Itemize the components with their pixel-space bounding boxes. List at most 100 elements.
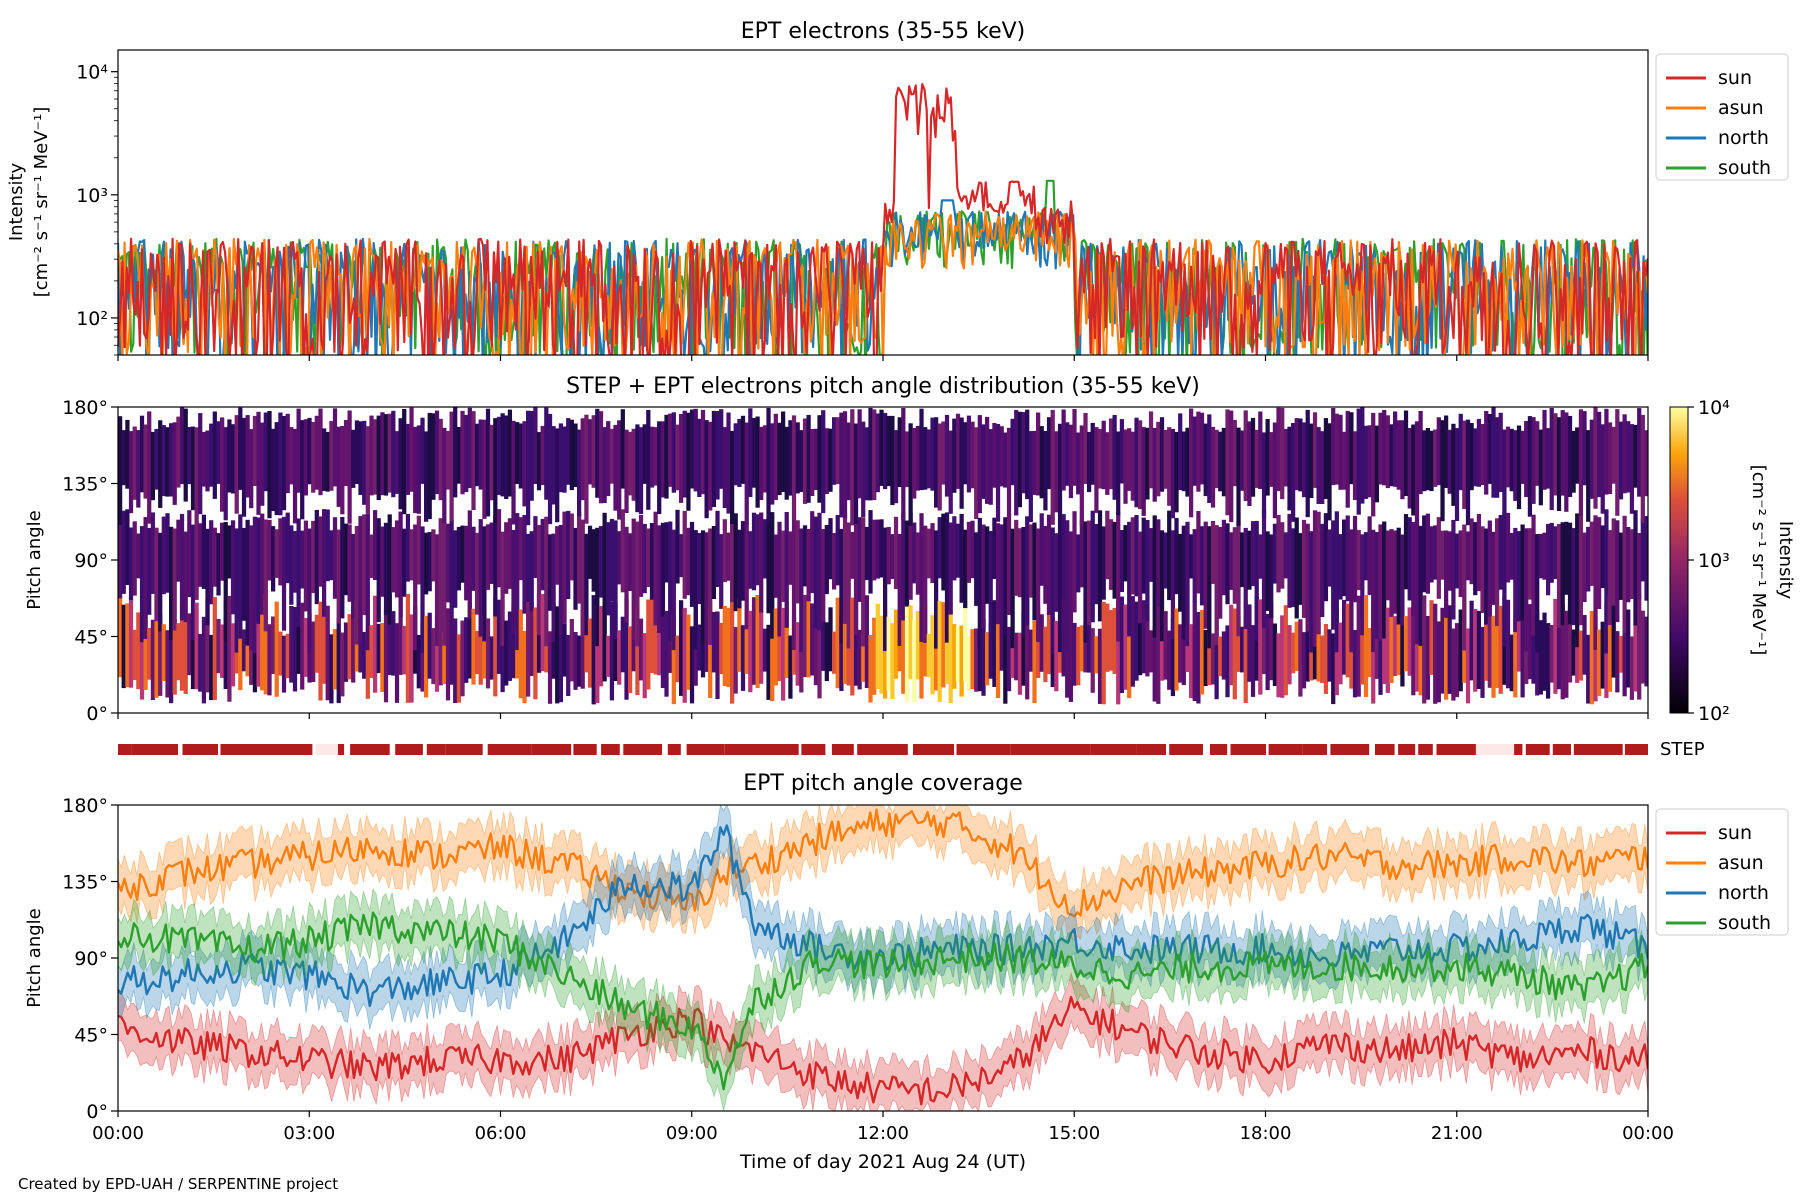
heatmap-cell bbox=[343, 523, 349, 596]
heatmap-cell bbox=[1378, 623, 1383, 695]
heatmap-cell bbox=[1123, 604, 1128, 690]
heatmap-cell bbox=[781, 411, 786, 492]
coverage-band-asun bbox=[118, 805, 1648, 941]
y-axis: 0° 45° 90° 135° 180° bbox=[62, 795, 118, 1123]
x-tick-label: 18:00 bbox=[1240, 1123, 1292, 1144]
heatmap-cell bbox=[864, 427, 870, 501]
heatmap-cell bbox=[1094, 427, 1099, 513]
heatmap-cell bbox=[1083, 521, 1088, 643]
heatmap-cell bbox=[1352, 431, 1358, 501]
heatmap-cell bbox=[846, 522, 851, 649]
heatmap-cell bbox=[719, 622, 724, 675]
heatmap-cell bbox=[391, 527, 396, 593]
heatmap-cell bbox=[806, 596, 811, 678]
heatmap-cell bbox=[839, 412, 844, 518]
heatmap-cell bbox=[1571, 430, 1576, 493]
step-bar bbox=[724, 744, 745, 755]
heatmap-cell bbox=[1422, 430, 1427, 492]
heatmap-cell bbox=[190, 618, 196, 690]
colorbar-tick-label: 10³ bbox=[1698, 550, 1730, 572]
heatmap-cell bbox=[1509, 532, 1514, 580]
heatmap-cell bbox=[609, 602, 615, 701]
step-bar bbox=[913, 744, 955, 755]
heatmap-cell bbox=[649, 426, 655, 488]
heatmap-cell bbox=[187, 427, 192, 485]
heatmap-cell bbox=[292, 428, 298, 524]
heatmap-cell bbox=[241, 417, 247, 517]
heatmap-cell bbox=[839, 528, 844, 644]
heatmap-cell bbox=[526, 596, 531, 697]
heatmap-cell bbox=[518, 423, 523, 489]
heatmap-cell bbox=[1538, 533, 1543, 579]
heatmap-cell bbox=[1582, 615, 1587, 675]
step-bar bbox=[531, 744, 572, 755]
heatmap-cell bbox=[883, 412, 888, 490]
heatmap-cell bbox=[1323, 624, 1329, 694]
heatmap-cell bbox=[864, 526, 870, 581]
heatmap-cell bbox=[606, 421, 611, 497]
heatmap-cell bbox=[1629, 529, 1635, 599]
heatmap-cell bbox=[1163, 611, 1168, 680]
heatmap-cell bbox=[1006, 513, 1012, 615]
heatmap-cell bbox=[1564, 521, 1569, 595]
heatmap-cell bbox=[1079, 625, 1084, 672]
heatmap-cell bbox=[955, 523, 961, 578]
heatmap-cell bbox=[1454, 623, 1460, 698]
legend: sun asun north south bbox=[1655, 53, 1789, 181]
heatmap-cell bbox=[1414, 607, 1420, 692]
heatmap-cell bbox=[1236, 427, 1241, 526]
heatmap-cell bbox=[383, 414, 389, 496]
heatmap-cell bbox=[136, 430, 141, 508]
heatmap-cell bbox=[620, 409, 625, 489]
heatmap-cell bbox=[496, 509, 502, 588]
heatmap-cell bbox=[533, 516, 538, 578]
heatmap-cell bbox=[1163, 429, 1168, 489]
coverage-line-asun bbox=[118, 808, 1648, 918]
heatmap-cell bbox=[686, 527, 691, 596]
heatmap-cell bbox=[1163, 532, 1168, 589]
heatmap-cell bbox=[1112, 521, 1117, 599]
y-tick-label: 10³ bbox=[76, 185, 108, 207]
heatmap-cell bbox=[795, 622, 800, 686]
heatmap-cell bbox=[1553, 526, 1558, 579]
heatmap-cell bbox=[857, 629, 862, 690]
heatmap-cell bbox=[777, 599, 782, 682]
heatmap-cell bbox=[1094, 636, 1099, 674]
heatmap-cell bbox=[646, 528, 651, 587]
heatmap-cell bbox=[267, 624, 272, 696]
heatmap-cell bbox=[1065, 520, 1070, 653]
heatmap-cell bbox=[941, 513, 946, 591]
heatmap-cell bbox=[1323, 513, 1329, 602]
heatmap-cell bbox=[303, 618, 309, 677]
heatmap-cell bbox=[1294, 517, 1299, 619]
heatmap-cell bbox=[223, 427, 228, 521]
heatmap-cell bbox=[1589, 610, 1594, 705]
heatmap-cell bbox=[1527, 528, 1533, 600]
step-coverage-strip: STEP bbox=[118, 739, 1705, 760]
heatmap-cell bbox=[1312, 510, 1318, 647]
heatmap-cell bbox=[1105, 603, 1110, 672]
heatmap-cell bbox=[183, 408, 188, 502]
heatmap-cell bbox=[959, 625, 964, 697]
heatmap-cell bbox=[821, 410, 826, 514]
heatmap-cell bbox=[708, 421, 713, 511]
heatmap-cell bbox=[1057, 513, 1063, 653]
heatmap-cell bbox=[1400, 614, 1405, 687]
heatmap-cell bbox=[653, 427, 658, 486]
heatmap-cell bbox=[125, 509, 130, 585]
x-tick-label: 03:00 bbox=[283, 1123, 335, 1144]
heatmap-cell bbox=[515, 628, 520, 679]
heatmap-cell bbox=[362, 420, 367, 505]
heatmap-cell bbox=[1567, 605, 1573, 683]
panel-ept-electrons: EPT electrons (35-55 keV) 10² 10³ 10⁴ Inte… bbox=[6, 19, 1789, 361]
heatmap-cell bbox=[547, 631, 553, 704]
heatmap-cell bbox=[1505, 426, 1511, 488]
heatmap-cell bbox=[507, 611, 513, 681]
heatmap-cell bbox=[1342, 519, 1347, 597]
heatmap-cell bbox=[1498, 605, 1503, 694]
heatmap-cell bbox=[726, 532, 731, 581]
heatmap-cell bbox=[934, 530, 939, 649]
y-axis-label: Pitch angle bbox=[24, 510, 45, 609]
heatmap-cell bbox=[1640, 610, 1645, 684]
